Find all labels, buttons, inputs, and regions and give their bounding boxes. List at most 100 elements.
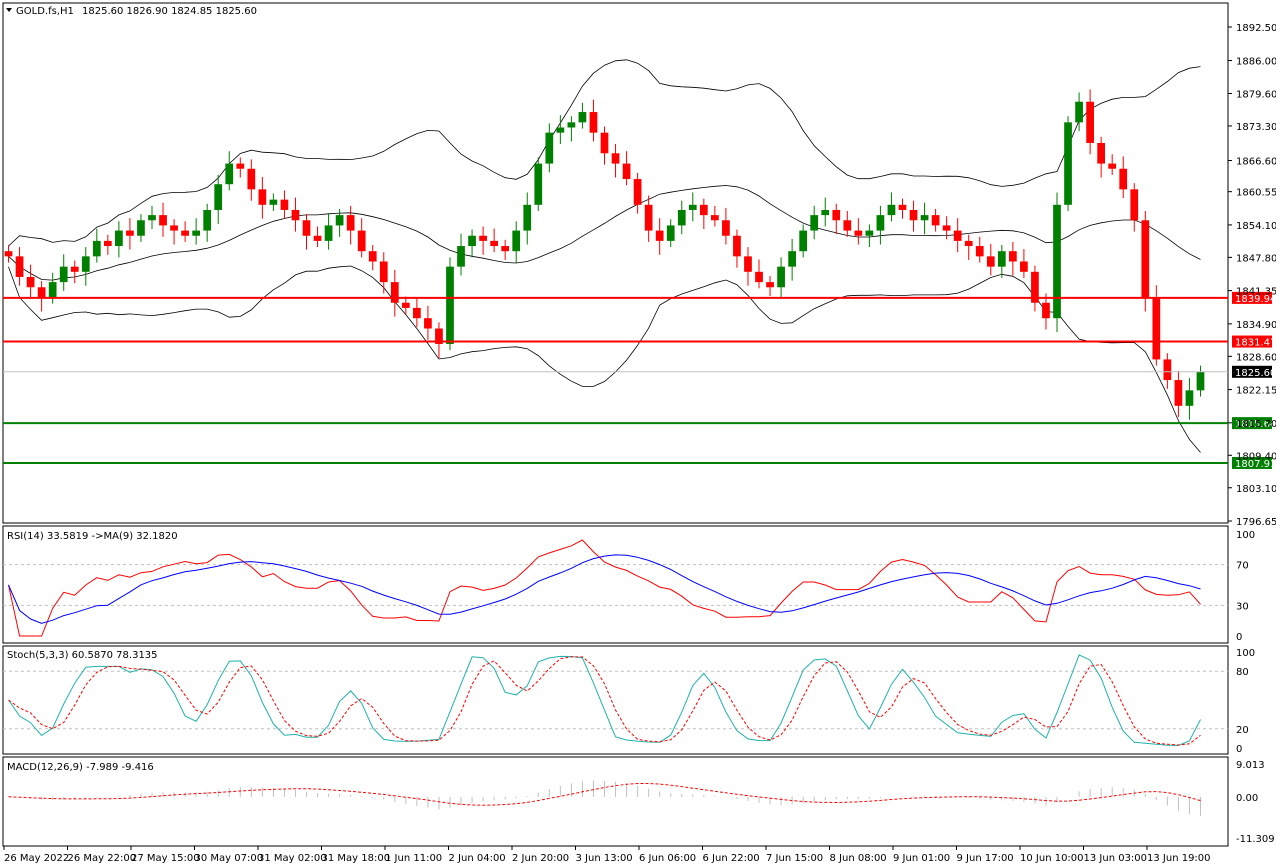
- candle-body: [865, 230, 874, 236]
- candle-body: [479, 235, 487, 241]
- candle-body: [291, 209, 300, 221]
- candle-body: [622, 163, 631, 180]
- support-1-tag-text: 1815.64: [1235, 419, 1276, 430]
- price-tick-label: 1892.50: [1236, 23, 1276, 34]
- dropdown-icon[interactable]: [6, 8, 12, 12]
- candle-body: [137, 220, 145, 236]
- candle-body: [1086, 101, 1094, 143]
- candle-body: [711, 215, 719, 221]
- time-label: 13 Jun 03:00: [1084, 853, 1148, 864]
- rsi-tick-label: 100: [1236, 530, 1255, 541]
- candle-body: [103, 240, 112, 247]
- candle-body: [236, 163, 245, 169]
- price-tick-label: 1860.55: [1236, 188, 1276, 199]
- candle-body: [280, 199, 289, 210]
- candle-body: [655, 230, 664, 241]
- candle-body: [126, 230, 134, 236]
- candle-body: [468, 235, 476, 247]
- candle-body: [501, 246, 510, 252]
- bollinger-lower: [8, 265, 1201, 453]
- candle-body: [357, 230, 366, 252]
- rsi-tick-label: 0: [1236, 632, 1242, 643]
- candle-body: [733, 235, 741, 257]
- candle-body: [435, 328, 443, 344]
- candle-body: [225, 163, 234, 185]
- stoch-tick-label: 100: [1236, 648, 1255, 659]
- rsi-pane-frame: [2, 525, 1229, 644]
- resistance-1-tag-text: 1839.94: [1235, 294, 1276, 305]
- candle-body: [1097, 142, 1106, 164]
- price-tick-label: 1828.60: [1236, 352, 1276, 363]
- price-tick-label: 1822.15: [1236, 386, 1276, 397]
- price-tick-label: 1809.40: [1236, 451, 1276, 462]
- macd-layer: [8, 780, 1201, 816]
- stoch-tick-label: 0: [1236, 744, 1242, 755]
- price-tick-label: 1879.60: [1236, 89, 1276, 100]
- candle-body: [1185, 390, 1194, 406]
- current-price-tag: [1232, 365, 1272, 378]
- candle-body: [1130, 189, 1139, 221]
- candle-body: [556, 127, 565, 133]
- candle-body: [59, 266, 68, 283]
- candle-body: [324, 225, 333, 241]
- candle-body: [876, 215, 885, 231]
- candle-body: [1152, 297, 1161, 360]
- time-label: 6 Jun 22:00: [703, 853, 760, 864]
- price-tick-label: 1834.90: [1236, 320, 1276, 331]
- candle-body: [1031, 271, 1039, 303]
- stoch-pane-frame: [2, 645, 1229, 755]
- candle-body: [446, 266, 454, 344]
- candle-body: [1020, 261, 1028, 272]
- resistance-2-tag: [1232, 335, 1272, 348]
- candle-body: [313, 235, 322, 241]
- time-label: 9 Jun 17:00: [957, 853, 1014, 864]
- candle-body: [48, 282, 57, 298]
- price-tick-label: 1866.60: [1236, 156, 1276, 167]
- candle-body: [755, 271, 763, 283]
- candle-body: [909, 209, 918, 221]
- price-tick-label: 1847.80: [1236, 253, 1276, 264]
- time-label: 2 Jun 04:00: [449, 853, 506, 864]
- candle-body: [810, 215, 819, 231]
- symbol-label: GOLD.fs,H1: [16, 6, 74, 17]
- time-label: 27 May 15:00: [131, 853, 200, 864]
- candle-body: [15, 256, 24, 277]
- candle-body: [192, 230, 201, 236]
- candle-body: [26, 276, 35, 288]
- time-label: 26 May 2022: [4, 853, 69, 864]
- rsi-label: RSI(14) 33.5819 ->MA(9) 32.1820: [7, 531, 178, 542]
- candle-body: [600, 132, 609, 154]
- stoch-label: Stoch(5,3,3) 60.5870 78.3135: [7, 650, 158, 661]
- candle-body: [777, 266, 785, 288]
- candle-body: [953, 230, 962, 241]
- time-label: 31 May 18:00: [322, 853, 391, 864]
- candle-body: [302, 220, 311, 236]
- candle-body: [633, 179, 642, 205]
- macd-label: MACD(12,26,9) -7.989 -9.416: [7, 762, 154, 773]
- candle-body: [37, 287, 46, 298]
- candle-body: [1174, 380, 1183, 406]
- candle-body: [159, 215, 167, 226]
- macd-tick-label: 9.013: [1236, 760, 1265, 771]
- time-label: 3 Jun 13:00: [576, 853, 633, 864]
- candle-body: [1008, 251, 1017, 262]
- candle-body: [335, 215, 344, 226]
- time-label: 8 Jun 08:00: [830, 853, 887, 864]
- macd-signal-line: [8, 783, 1201, 806]
- candle-body: [214, 184, 223, 210]
- candle-body: [666, 225, 675, 241]
- candle-body: [1053, 204, 1061, 319]
- rsi-tick-label: 30: [1236, 601, 1249, 612]
- candle-body: [390, 282, 399, 303]
- candle-body: [887, 204, 896, 216]
- candle-body: [1108, 163, 1117, 169]
- rsi-line: [8, 539, 1201, 637]
- candle-body: [688, 204, 697, 210]
- candle-body: [744, 256, 752, 272]
- candle-body: [4, 251, 13, 257]
- rsi-layer: [3, 539, 1228, 637]
- current-price-tag-text: 1825.60: [1235, 368, 1276, 379]
- candle-body: [424, 318, 432, 329]
